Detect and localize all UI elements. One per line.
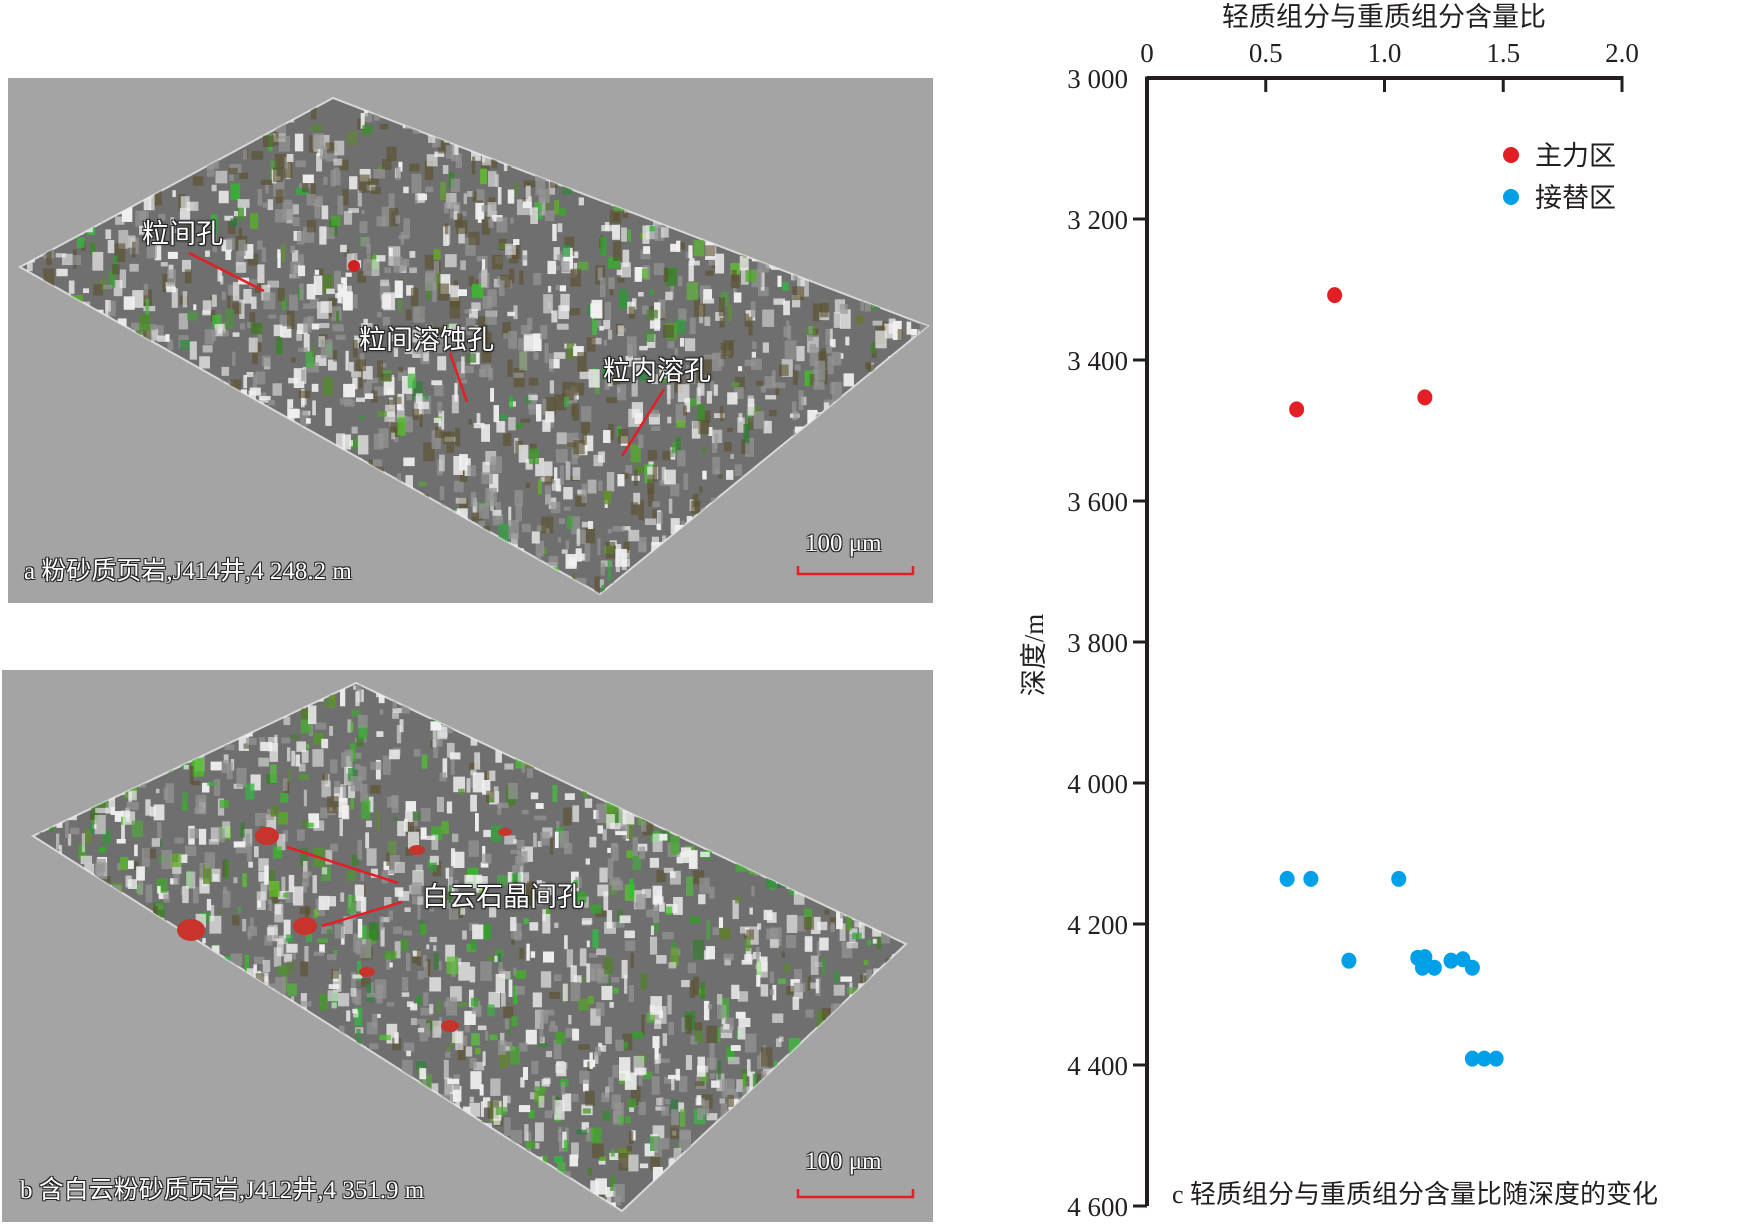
point-replacement-zone bbox=[1279, 870, 1295, 887]
panel-caption-b: b 含白云粉砂质页岩,J412井,4 351.9 m bbox=[20, 1177, 425, 1204]
annotation-pointer bbox=[188, 251, 265, 293]
panel-caption-a: a 粉砂质页岩,J414井,4 248.2 m bbox=[24, 558, 352, 585]
x-tick-label: 0 bbox=[1140, 38, 1154, 68]
legend-marker-main-zone bbox=[1503, 147, 1519, 163]
scale-bar bbox=[796, 1189, 915, 1199]
pointer-lines bbox=[188, 251, 666, 457]
dolomite-pore-marker bbox=[359, 967, 375, 977]
annotation-intragranular-dissolution-pore: 粒内溶孔 bbox=[603, 356, 711, 386]
data-points bbox=[1279, 287, 1504, 1067]
dolomite-pore-marker bbox=[409, 845, 425, 855]
x-tick-label: 2.0 bbox=[1605, 38, 1639, 68]
rock-3d-render-a bbox=[17, 96, 930, 596]
point-replacement-zone bbox=[1415, 959, 1430, 976]
y-tick-label: 3 400 bbox=[1067, 346, 1128, 376]
y-tick-label: 4 400 bbox=[1067, 1051, 1128, 1081]
dolomite-pore-marker bbox=[498, 828, 512, 836]
annotation-pointer bbox=[286, 845, 399, 885]
y-tick-label: 4 600 bbox=[1067, 1192, 1128, 1222]
dolomite-pore-marker bbox=[177, 919, 205, 941]
y-axis-title: 深度/m bbox=[1019, 614, 1049, 697]
y-tick-label: 4 000 bbox=[1067, 769, 1128, 799]
point-main-zone bbox=[1327, 287, 1343, 304]
chart-caption: c 轻质组分与重质组分含量比随深度的变化 bbox=[1172, 1180, 1658, 1209]
point-replacement-zone bbox=[1303, 870, 1319, 887]
point-main-zone bbox=[1289, 401, 1305, 418]
annotation-pointer bbox=[321, 900, 403, 928]
annotation-pointer bbox=[620, 388, 666, 457]
point-main-zone bbox=[1417, 389, 1433, 406]
legend: 主力区 接替区 bbox=[1503, 141, 1616, 213]
micro-ct-image-a: 粒间孔 粒间溶蚀孔 粒内溶孔 100 μm a 粉砂质页岩,J414井,4 24… bbox=[8, 78, 933, 603]
scale-bar bbox=[796, 566, 915, 576]
dolomite-pore-marker bbox=[441, 1020, 459, 1032]
point-replacement-zone bbox=[1464, 959, 1480, 976]
x-tick-label: 1.0 bbox=[1368, 38, 1402, 68]
point-replacement-zone bbox=[1464, 1050, 1480, 1067]
pointer-lines bbox=[286, 845, 403, 928]
scale-bar-label: 100 μm bbox=[805, 530, 882, 557]
micro-ct-image-b: 白云石晶间孔 100 μm b 含白云粉砂质页岩,J412井,4 351.9 m bbox=[2, 670, 933, 1222]
point-replacement-zone bbox=[1488, 1050, 1504, 1067]
point-replacement-zone bbox=[1443, 952, 1459, 969]
axes: 0 0.5 1.0 1.5 2.0 3 000 3 200 3 400 3 600 3 800 4 … bbox=[1067, 38, 1639, 1222]
dolomite-pore-marker bbox=[255, 827, 279, 845]
point-replacement-zone bbox=[1391, 870, 1407, 887]
annotation-intergranular-dissolution-pore: 粒间溶蚀孔 bbox=[359, 325, 494, 355]
annotation-dolomite-intercrystalline-pore: 白云石晶间孔 bbox=[422, 882, 584, 912]
x-axis-title: 轻质组分与重质组分含量比 bbox=[1222, 2, 1546, 32]
y-tick-label: 3 600 bbox=[1067, 487, 1128, 517]
y-tick-label: 3 200 bbox=[1067, 205, 1128, 235]
y-tick-label: 3 800 bbox=[1067, 628, 1128, 658]
rock-3d-render-b bbox=[30, 681, 915, 1213]
legend-label-main-zone: 主力区 bbox=[1535, 141, 1616, 171]
dolomite-pore-marker bbox=[293, 917, 317, 935]
point-replacement-zone bbox=[1476, 1050, 1492, 1067]
scale-bar-label: 100 μm bbox=[805, 1148, 882, 1175]
legend-marker-replacement-zone bbox=[1503, 189, 1519, 205]
red-pore-marker bbox=[348, 260, 360, 272]
annotation-intergranular-pore: 粒间孔 bbox=[142, 219, 223, 249]
point-replacement-zone bbox=[1341, 952, 1357, 969]
point-replacement-zone bbox=[1426, 959, 1442, 976]
y-tick-label: 3 000 bbox=[1067, 64, 1128, 94]
legend-label-replacement-zone: 接替区 bbox=[1535, 183, 1616, 213]
x-tick-label: 0.5 bbox=[1249, 38, 1283, 68]
x-tick-label: 1.5 bbox=[1486, 38, 1520, 68]
y-tick-label: 4 200 bbox=[1067, 910, 1128, 940]
annotation-pointer bbox=[448, 352, 469, 403]
